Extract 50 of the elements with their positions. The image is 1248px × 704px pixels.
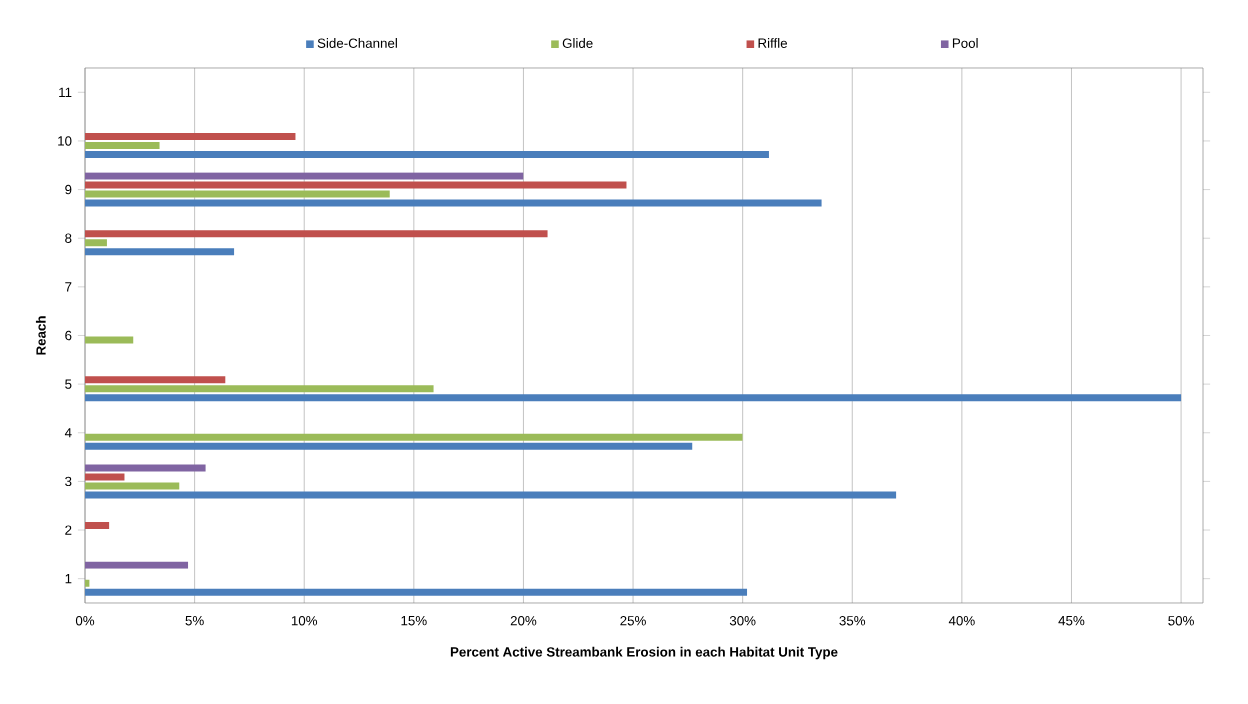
legend-label: Side-Channel: [317, 38, 397, 48]
x-tick-label: 35%: [839, 616, 866, 626]
bar: [85, 464, 206, 472]
bar: [85, 442, 693, 450]
bar: [85, 394, 1182, 402]
x-tick-label: 10%: [291, 616, 318, 626]
x-axis-title: Percent Active Streambank Erosion in each Habitat Unit Type: [450, 646, 838, 660]
bar: [85, 172, 524, 180]
y-tick-label: 8: [65, 233, 72, 243]
bar: [85, 150, 769, 158]
bar: [85, 248, 235, 256]
y-tick-label: 4: [64, 428, 72, 438]
x-tick-label: 30%: [729, 616, 756, 626]
bar: [85, 239, 107, 247]
x-tick-label: 45%: [1058, 615, 1085, 626]
bar: [85, 482, 180, 490]
bar: [85, 491, 897, 499]
x-tick-label: 0%: [75, 616, 95, 626]
bar: [85, 190, 390, 198]
y-tick-label: 6: [65, 330, 72, 341]
x-tick-label: 50%: [1168, 616, 1194, 626]
y-tick-label: 10: [58, 136, 72, 146]
legend-label: Pool: [952, 38, 978, 48]
bar: [85, 385, 434, 393]
y-tick-label: 9: [65, 184, 72, 195]
bar: [85, 199, 822, 207]
bar: [85, 141, 160, 149]
x-tick-label: 40%: [948, 616, 975, 626]
y-tick-label: 11: [59, 87, 72, 97]
bar: [85, 132, 296, 140]
x-tick-label: 25%: [620, 616, 646, 626]
y-tick-label: 5: [65, 379, 72, 389]
bar: [85, 336, 134, 344]
bar: [85, 522, 110, 530]
y-tick-label: 1: [65, 574, 72, 584]
y-tick-label: 7: [65, 282, 72, 292]
x-tick-label: 15%: [401, 615, 427, 626]
bar: [85, 433, 743, 441]
legend-label: Glide: [562, 38, 593, 48]
bar: [85, 181, 627, 189]
legend-label: Riffle: [758, 38, 788, 48]
y-axis-title: Reach: [35, 316, 46, 355]
y-tick-label: 3: [65, 476, 72, 487]
bar: [85, 588, 748, 596]
y-tick-label: 2: [65, 525, 72, 535]
x-tick-label: 5%: [185, 615, 204, 626]
x-tick-label: 20%: [510, 616, 537, 626]
bar: [85, 230, 548, 238]
bar: [85, 473, 125, 481]
bar: [85, 376, 226, 384]
